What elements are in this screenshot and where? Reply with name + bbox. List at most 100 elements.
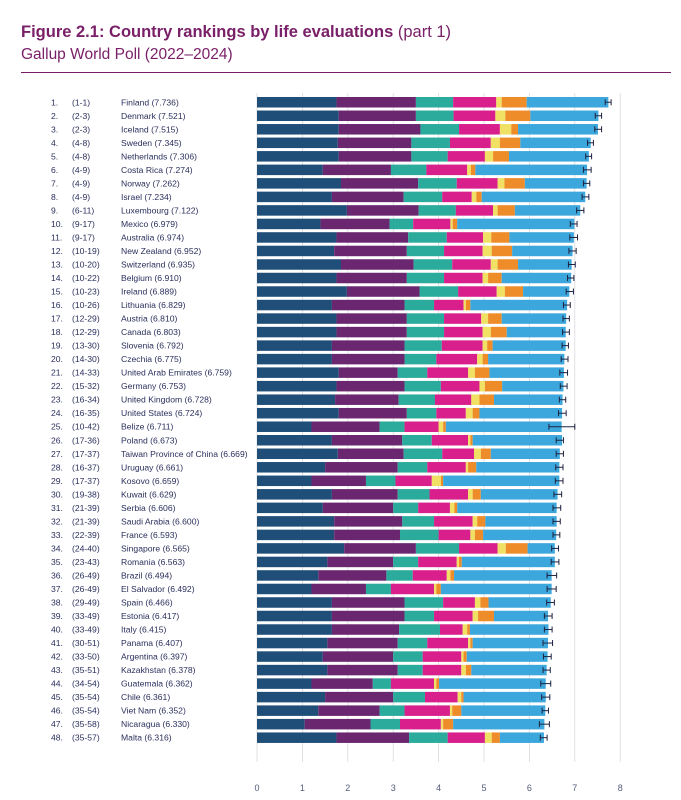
rank-range-label: (26-49): [72, 584, 100, 594]
bar-segment-3: [404, 610, 435, 622]
bar-segment-1: [257, 691, 326, 703]
bar-segment-2: [338, 110, 416, 122]
bar-segment-4: [431, 435, 469, 446]
bar-segment-4: [418, 502, 450, 514]
x-tick-label-7: 7: [572, 783, 577, 793]
bar-segment-1: [257, 191, 332, 203]
bar-segment-4: [400, 718, 441, 730]
bar-segment-1: [257, 705, 319, 716]
bar-segment-5: [495, 110, 506, 122]
rank-range-label: (15-32): [72, 381, 100, 391]
bar-segment-1: [257, 664, 328, 676]
bar-segment-3: [386, 570, 413, 581]
rank-range-label: (33-50): [72, 652, 100, 662]
rank-label: 4.: [51, 138, 58, 148]
bar-segment-1: [257, 394, 336, 405]
bar-segment-1: [257, 164, 323, 176]
rank-range-label: (4-9): [72, 178, 90, 188]
country-row: 47. (35-58) Nicaragua (6.330): [51, 718, 550, 730]
bar-segment-3: [404, 299, 435, 311]
bar-segment-7: [479, 407, 563, 419]
bar-segment-3: [393, 556, 419, 568]
country-row: 17. (12-29) Austria (6.810): [51, 313, 570, 324]
bar-segment-3: [404, 353, 437, 365]
rank-label: 46.: [51, 706, 63, 716]
rank-label: 5.: [51, 151, 58, 161]
bar-segment-1: [257, 380, 337, 392]
bar-segment-3: [393, 651, 423, 662]
bar-segment-6: [470, 164, 476, 176]
bar-segment-5: [493, 205, 498, 216]
bar-segment-1: [257, 610, 332, 622]
bar-segment-2: [336, 326, 407, 338]
bar-segment-3: [406, 326, 445, 338]
country-row: 28. (16-37) Uruguay (6.661): [51, 462, 564, 473]
bar-segment-7: [518, 124, 598, 135]
bar-segment-7: [461, 705, 546, 716]
bar-segment-7: [466, 651, 548, 662]
bar-segment-7: [512, 245, 573, 257]
rank-label: 43.: [51, 665, 63, 675]
bar-segment-6: [505, 543, 528, 554]
country-label: El Salvador (6.492): [121, 584, 195, 594]
country-row: 18. (12-29) Canada (6.803): [51, 326, 570, 338]
bar-segment-6: [468, 462, 477, 473]
bar-segment-2: [311, 475, 366, 487]
rank-range-label: (10-20): [72, 259, 100, 269]
bar-segment-2: [327, 556, 394, 568]
bar-segment-1: [257, 178, 341, 189]
bar-segment-7: [493, 610, 549, 622]
rank-label: 45.: [51, 692, 63, 702]
rank-label: 2.: [51, 111, 58, 121]
rank-range-label: (23-43): [72, 557, 100, 567]
country-label: Austria (6.810): [121, 314, 178, 324]
bar-segment-5: [461, 651, 464, 662]
country-row: 19. (13-30) Slovenia (6.792): [51, 340, 569, 351]
country-label: Singapore (6.565): [121, 543, 190, 553]
figure-title-text: Country rankings by life evaluations: [109, 23, 394, 41]
x-tick-label-2: 2: [345, 783, 350, 793]
bar-segment-3: [411, 151, 448, 162]
x-tick-label-4: 4: [436, 783, 441, 793]
bar-segment-4: [446, 232, 484, 243]
bar-segment-1: [257, 151, 339, 162]
bar-segment-5: [461, 664, 466, 676]
bar-segment-4: [413, 218, 451, 230]
bar-segment-7: [526, 97, 609, 108]
bar-segment-5: [438, 421, 444, 432]
bar-segment-6: [470, 637, 473, 649]
bar-segment-1: [257, 97, 337, 108]
rank-range-label: (10-23): [72, 287, 100, 297]
bar-segment-5: [479, 380, 485, 392]
bar-segment-3: [411, 137, 450, 149]
bar-segment-7: [493, 394, 563, 405]
bar-segment-5: [497, 543, 506, 554]
bar-segment-4: [390, 678, 435, 689]
bar-segment-4: [412, 570, 447, 581]
rank-range-label: (4-8): [72, 138, 90, 148]
country-label: New Zealand (6.952): [121, 246, 201, 256]
rank-label: 41.: [51, 638, 63, 648]
bar-segment-4: [453, 110, 496, 122]
bar-segment-5: [450, 218, 453, 230]
bar-segment-1: [257, 448, 338, 460]
bar-segment-6: [443, 421, 446, 432]
bar-segment-3: [400, 529, 439, 541]
bar-segment-3: [419, 286, 459, 297]
country-row: 2. (2-3) Denmark (7.521): [51, 110, 603, 122]
bar-segment-2: [311, 583, 366, 595]
bar-segment-7: [514, 205, 581, 216]
bar-segment-7: [518, 259, 572, 270]
bar-segment-2: [331, 435, 403, 446]
bar-segment-6: [450, 570, 455, 581]
country-label: Australia (6.974): [121, 232, 184, 242]
rank-range-label: (21-39): [72, 516, 100, 526]
rank-label: 40.: [51, 625, 63, 635]
country-row: 42. (33-50) Argentina (6.397): [51, 651, 552, 662]
bar-segment-3: [372, 678, 391, 689]
rank-range-label: (21-39): [72, 503, 100, 513]
bar-segment-5: [456, 556, 460, 568]
bar-segment-6: [505, 110, 531, 122]
bar-segment-6: [504, 178, 525, 189]
bar-segment-7: [501, 313, 567, 324]
